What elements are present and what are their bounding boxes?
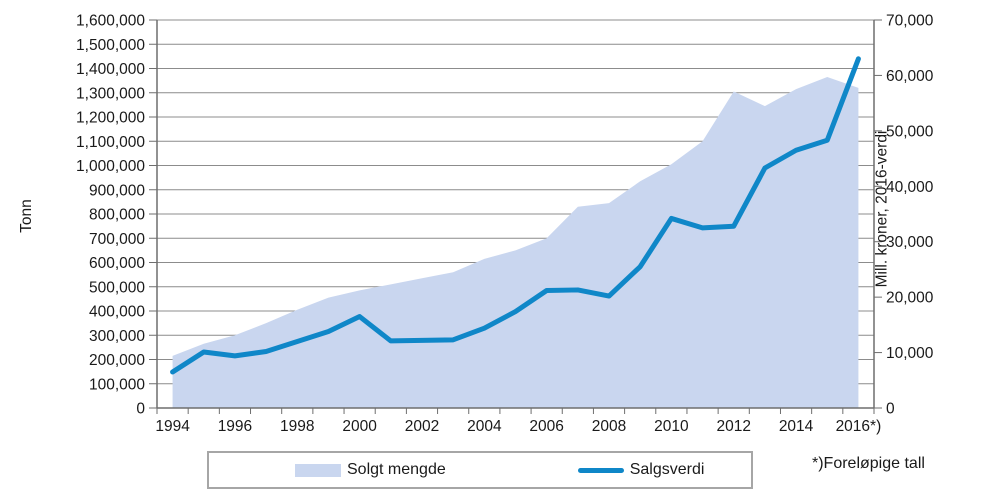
x-axis-tick-label: 2008	[592, 418, 626, 435]
right-axis-tick-label: 10,000	[886, 345, 934, 362]
right-axis-tick-label: 30,000	[886, 234, 934, 251]
left-axis-tick-label: 0	[136, 401, 145, 418]
x-axis-tick-label: 2004	[467, 418, 502, 435]
x-axis-tick-label: 1998	[280, 418, 314, 435]
right-axis-tick-label: 60,000	[886, 68, 934, 85]
left-axis-tick-label: 900,000	[89, 182, 145, 199]
legend-label-solgt-mengde: Solgt mengde	[347, 461, 446, 478]
left-axis-tick-label: 100,000	[89, 376, 145, 393]
left-axis-tick-label: 600,000	[89, 255, 145, 272]
x-axis-tick-label: 1994	[155, 418, 190, 435]
chart-legend: Solgt mengde Salgsverdi	[207, 451, 753, 489]
left-axis-tick-label: 1,100,000	[76, 134, 145, 151]
right-axis-tick-label: 20,000	[886, 290, 934, 307]
x-axis-tick-label: 2014	[779, 418, 814, 435]
line-swatch-icon	[577, 467, 624, 473]
left-axis-title: Tonn	[18, 199, 35, 233]
x-axis-tick-label: 2010	[654, 418, 689, 435]
right-axis-tick-label: 70,000	[886, 13, 934, 30]
left-axis-tick-label: 1,600,000	[76, 13, 145, 30]
series-solgt-mengde-area	[172, 76, 859, 409]
left-axis-tick-label: 1,200,000	[76, 110, 145, 127]
x-axis-tick-label: 2002	[405, 418, 439, 435]
right-axis-tick-label: 50,000	[886, 123, 934, 140]
footnote: *)Foreløpige tall	[812, 455, 925, 472]
x-axis-tick-label: 2016*)	[836, 418, 882, 435]
legend-item-salgsverdi: Salgsverdi	[577, 461, 705, 479]
area-swatch-icon	[295, 463, 341, 477]
legend-item-solgt-mengde: Solgt mengde	[295, 461, 446, 479]
series-salgsverdi-line	[170, 56, 861, 375]
left-axis-tick-label: 1,000,000	[76, 158, 145, 175]
x-axis-tick-label: 1996	[218, 418, 252, 435]
x-axis-tick-label: 2006	[529, 418, 563, 435]
left-axis-tick-label: 1,400,000	[76, 61, 145, 78]
left-axis-tick-label: 500,000	[89, 279, 145, 296]
left-axis-tick-label: 800,000	[89, 207, 145, 224]
right-axis-title: Mill. kroner, 2016-verdi	[873, 130, 891, 288]
left-axis-tick-label: 700,000	[89, 231, 145, 248]
left-axis-tick-label: 1,500,000	[76, 37, 145, 54]
right-axis-tick-label: 40,000	[886, 179, 934, 196]
right-axis-tick-label: 0	[886, 401, 895, 418]
left-axis-tick-label: 200,000	[89, 352, 145, 369]
left-axis-tick-label: 300,000	[89, 328, 145, 345]
x-axis-tick-label: 2000	[342, 418, 377, 435]
left-axis-tick-label: 1,300,000	[76, 85, 145, 102]
x-axis-tick-label: 2012	[716, 418, 750, 435]
left-axis-tick-label: 400,000	[89, 304, 145, 321]
legend-label-salgsverdi: Salgsverdi	[629, 461, 705, 478]
